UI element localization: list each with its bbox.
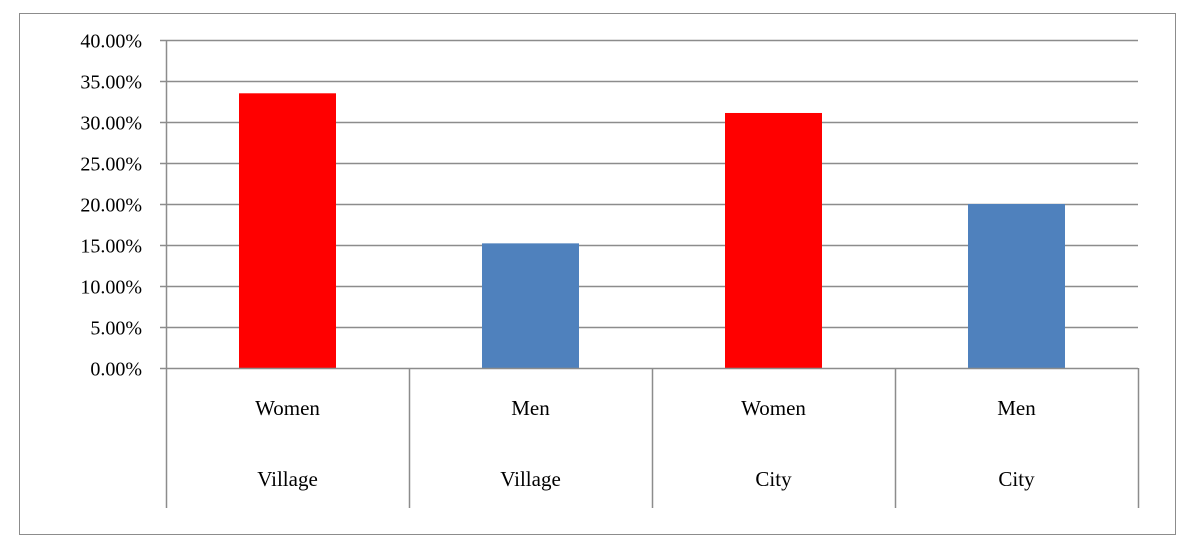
x-tick-label: Men [511,396,550,420]
bar [968,204,1065,368]
x-group-label: City [755,467,792,491]
y-tick-label: 30.00% [80,113,142,135]
bars [239,93,1065,369]
bar [725,112,822,368]
y-tick-label: 35.00% [80,72,142,94]
x-tick-label: Women [741,396,806,420]
axes [160,39,1140,508]
y-tick-label: 40.00% [80,31,142,53]
x-tick-label: Men [997,396,1036,420]
bar [239,93,336,369]
y-tick-label: 15.00% [80,236,142,258]
y-tick-label: 5.00% [90,318,142,340]
x-group-label: City [998,467,1035,491]
y-axis-tick-labels: 0.00% 5.00% 10.00% 15.00% 20.00% 25.00% 30.00%… [80,31,142,381]
x-tick-label: Women [255,396,320,420]
x-axis-tick-labels: Women Village Men Village Women City Men City [255,396,1036,491]
x-group-label: Village [500,467,561,491]
bar [482,243,579,368]
y-tick-label: 25.00% [80,154,142,176]
y-tick-label: 0.00% [90,359,142,381]
y-tick-label: 20.00% [80,195,142,217]
y-tick-label: 10.00% [80,277,142,299]
x-group-label: Village [257,467,318,491]
